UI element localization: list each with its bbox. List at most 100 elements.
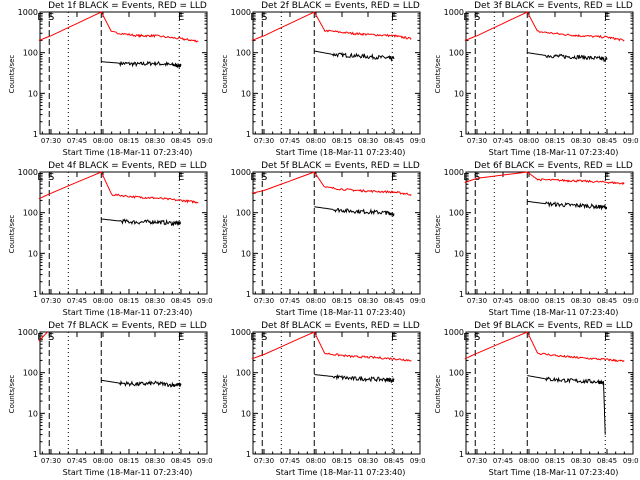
plot-frame xyxy=(39,11,208,135)
x-tick-label: 08:45 xyxy=(171,137,191,145)
x-tick-label: 07:30 xyxy=(467,137,487,145)
x-axis-label: Start Time (18-Mar-11 07:23:40) xyxy=(62,308,193,317)
marker-label: E xyxy=(604,172,610,183)
lld-series-line xyxy=(251,331,412,362)
x-axis-label: Start Time (18-Mar-11 07:23:40) xyxy=(488,468,619,477)
x-tick-label: 07:45 xyxy=(280,297,300,305)
marker-label: E xyxy=(463,172,469,183)
y-tick-label: 1000 xyxy=(231,328,251,337)
marker-label: E xyxy=(178,172,184,183)
x-tick-label: 08:45 xyxy=(597,297,617,305)
x-axis-label: Start Time (18-Mar-11 07:23:40) xyxy=(275,148,406,157)
x-tick-label: 09:00 xyxy=(197,457,213,465)
x-tick-label: 07:45 xyxy=(280,457,300,465)
x-tick-label: 07:45 xyxy=(280,137,300,145)
marker-label: E xyxy=(178,332,184,343)
detector-panel: Det 2f BLACK = Events, RED = LLD Counts/s… xyxy=(213,0,426,160)
panel-title: Det 5f BLACK = Events, RED = LLD xyxy=(261,161,420,171)
detector-plot: 1 10 100 1000 07:30 07:45 08:00 08:15 08:30 08:45… xyxy=(444,328,639,465)
detector-plot: 1 10 100 1000 07:30 07:45 08:00 08:15 08:30 08:45… xyxy=(231,328,426,465)
x-tick-label: 08:45 xyxy=(384,137,404,145)
detector-panel: Det 1f BLACK = Events, RED = LLD Counts/s… xyxy=(0,0,213,160)
y-tick-label: 1000 xyxy=(444,328,464,337)
x-tick-label: 09:00 xyxy=(197,137,213,145)
y-tick-label: 100 xyxy=(449,369,464,378)
lld-series-line xyxy=(251,11,412,41)
y-tick-label: 1 xyxy=(33,450,38,459)
x-tick-label: 09:00 xyxy=(410,137,426,145)
events-series-line xyxy=(314,373,395,384)
x-tick-label: 08:45 xyxy=(384,457,404,465)
detector-panel: Det 6f BLACK = Events, RED = LLD Counts/s… xyxy=(426,160,639,320)
panel-title: Det 7f BLACK = Events, RED = LLD xyxy=(48,321,207,331)
x-tick-label: 07:30 xyxy=(41,297,61,305)
x-tick-label: 08:30 xyxy=(358,137,378,145)
x-tick-label: 08:00 xyxy=(93,457,113,465)
x-tick-label: 08:00 xyxy=(519,297,539,305)
x-tick-label: 08:00 xyxy=(306,297,326,305)
x-tick-label: 08:15 xyxy=(119,297,139,305)
events-series-line xyxy=(527,200,608,211)
x-tick-label: 08:00 xyxy=(93,137,113,145)
x-tick-label: 07:30 xyxy=(41,137,61,145)
y-tick-label: 1 xyxy=(33,130,38,139)
detector-panel: Det 7f BLACK = Events, RED = LLD Counts/s… xyxy=(0,320,213,480)
y-tick-label: 1 xyxy=(246,450,251,459)
marker-label: E xyxy=(250,172,256,183)
x-tick-label: 08:15 xyxy=(545,457,565,465)
y-tick-label: 1000 xyxy=(444,8,464,17)
y-tick-label: 10 xyxy=(28,89,38,98)
x-tick-label: 09:00 xyxy=(197,297,213,305)
lld-series-line xyxy=(251,171,412,196)
x-axis-label: Start Time (18-Mar-11 07:23:40) xyxy=(275,308,406,317)
y-tick-label: 100 xyxy=(236,49,251,58)
events-series-line xyxy=(101,60,182,69)
x-tick-label: 08:30 xyxy=(571,137,591,145)
x-tick-label: 08:30 xyxy=(571,297,591,305)
marker-label: E xyxy=(604,12,610,23)
lld-series-line xyxy=(464,331,625,363)
y-tick-label: 100 xyxy=(23,209,38,218)
y-tick-label: 1 xyxy=(459,450,464,459)
marker-label: S xyxy=(48,172,54,183)
y-tick-label: 10 xyxy=(28,409,38,418)
x-axis-label: Start Time (18-Mar-11 07:23:40) xyxy=(488,308,619,317)
x-tick-label: 08:30 xyxy=(145,457,165,465)
events-series-line xyxy=(101,379,182,388)
y-tick-label: 1 xyxy=(246,290,251,299)
plot-frame xyxy=(465,171,634,295)
x-tick-label: 08:30 xyxy=(145,137,165,145)
x-tick-label: 07:30 xyxy=(254,457,274,465)
lld-series-line xyxy=(464,171,625,186)
marker-label: S xyxy=(474,332,480,343)
y-tick-label: 1000 xyxy=(18,8,38,17)
plot-frame xyxy=(252,331,421,455)
detector-plot: 1 10 100 1000 07:30 07:45 08:00 08:15 08:30 08:45… xyxy=(18,328,213,465)
plot-frame xyxy=(465,11,634,135)
x-tick-label: 09:00 xyxy=(623,457,639,465)
events-series-line xyxy=(527,52,608,63)
marker-label: S xyxy=(261,172,267,183)
x-tick-label: 07:45 xyxy=(67,457,87,465)
x-tick-label: 08:15 xyxy=(545,137,565,145)
x-tick-label: 08:00 xyxy=(306,457,326,465)
y-tick-label: 100 xyxy=(449,209,464,218)
detector-panel: Det 9f BLACK = Events, RED = LLD Counts/s… xyxy=(426,320,639,480)
marker-label: E xyxy=(391,332,397,343)
events-series-line xyxy=(314,206,395,217)
plot-frame xyxy=(252,171,421,295)
x-tick-label: 07:30 xyxy=(467,297,487,305)
marker-label: E xyxy=(250,12,256,23)
plot-frame xyxy=(39,171,208,295)
marker-label: E xyxy=(391,172,397,183)
y-tick-label: 10 xyxy=(241,249,251,258)
y-tick-label: 100 xyxy=(449,49,464,58)
x-tick-label: 07:30 xyxy=(254,297,274,305)
detector-plot: 1 10 100 1000 07:30 07:45 08:00 08:15 08:30 08:45… xyxy=(444,8,639,145)
y-tick-label: 100 xyxy=(236,369,251,378)
x-tick-label: 08:15 xyxy=(332,137,352,145)
x-tick-label: 09:00 xyxy=(410,297,426,305)
y-tick-label: 1000 xyxy=(18,168,38,177)
y-tick-label: 1000 xyxy=(231,168,251,177)
